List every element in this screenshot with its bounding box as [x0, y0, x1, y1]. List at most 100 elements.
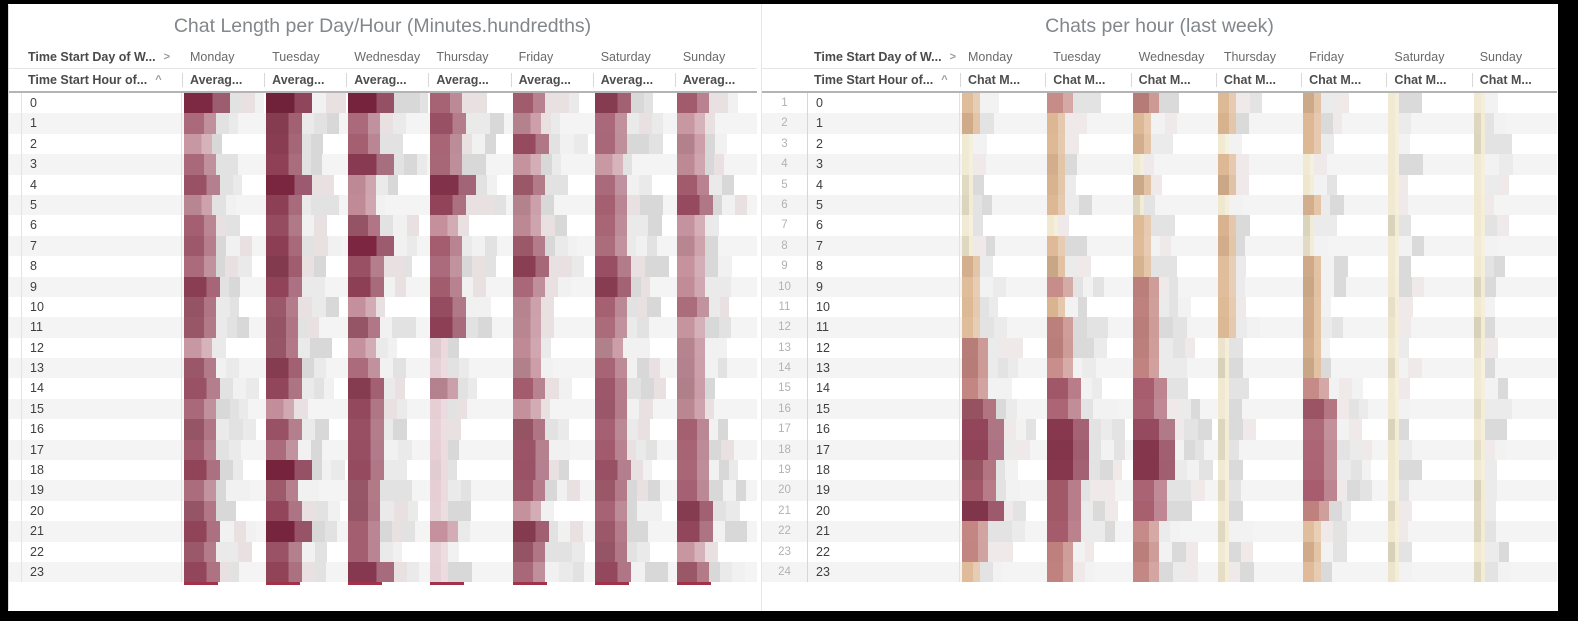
heat-cell[interactable] — [264, 174, 346, 195]
heat-cell[interactable] — [346, 480, 428, 501]
heat-cell[interactable] — [346, 337, 428, 359]
heat-cell[interactable] — [960, 174, 1045, 195]
column-header-friday[interactable]: Friday — [518, 50, 554, 64]
heat-cell[interactable] — [511, 439, 593, 461]
heat-cell[interactable] — [428, 541, 510, 562]
heat-cell[interactable] — [428, 113, 510, 134]
heat-cell[interactable] — [1301, 317, 1386, 338]
heat-cell[interactable] — [1131, 561, 1216, 583]
heat-cell[interactable] — [428, 276, 510, 297]
heat-cell[interactable] — [1386, 480, 1471, 501]
heat-cell[interactable] — [593, 215, 675, 236]
heat-cell[interactable] — [593, 337, 675, 359]
heat-cell[interactable] — [264, 317, 346, 338]
hour-label[interactable]: 16 — [22, 419, 182, 440]
heat-cell[interactable] — [1472, 480, 1557, 501]
heat-cell[interactable] — [182, 154, 264, 175]
heat-cell[interactable] — [1045, 113, 1130, 134]
heat-cell[interactable] — [264, 276, 346, 297]
column-header-tuesday[interactable]: Tuesday — [272, 50, 320, 64]
heat-cell[interactable] — [182, 296, 264, 318]
heat-cell[interactable] — [346, 500, 428, 522]
heat-cell[interactable] — [264, 541, 346, 562]
heat-cell[interactable] — [511, 541, 593, 562]
hour-label[interactable]: 16 — [808, 419, 960, 440]
hour-label[interactable]: 4 — [808, 174, 960, 195]
hour-label[interactable]: 12 — [22, 337, 182, 359]
heat-cell[interactable] — [960, 215, 1045, 236]
heat-cell[interactable] — [1386, 174, 1471, 195]
heat-cell[interactable] — [264, 337, 346, 359]
heat-cell[interactable] — [1216, 317, 1301, 338]
heat-cell[interactable] — [675, 439, 757, 461]
heat-cell[interactable] — [1131, 93, 1216, 114]
heat-cell[interactable] — [675, 541, 757, 562]
heat-cell[interactable] — [1472, 256, 1557, 277]
heat-cell[interactable] — [593, 378, 675, 399]
measure-header[interactable]: Chat M... — [960, 72, 1045, 88]
heat-cell[interactable] — [1301, 521, 1386, 542]
heat-cell[interactable] — [1472, 561, 1557, 583]
heat-cell[interactable] — [675, 358, 757, 379]
heat-cell[interactable] — [1472, 235, 1557, 257]
heat-cell[interactable] — [593, 561, 675, 583]
heat-cell[interactable] — [1045, 439, 1130, 461]
heat-cell[interactable] — [593, 296, 675, 318]
hour-label[interactable]: 0 — [808, 93, 960, 114]
hour-label[interactable]: 17 — [808, 439, 960, 461]
heat-cell[interactable] — [511, 235, 593, 257]
hour-label[interactable]: 18 — [808, 460, 960, 481]
heat-cell[interactable] — [675, 398, 757, 420]
heat-cell[interactable] — [346, 174, 428, 195]
heat-cell[interactable] — [511, 398, 593, 420]
heat-cell[interactable] — [1131, 256, 1216, 277]
heat-cell[interactable] — [428, 235, 510, 257]
heat-cell[interactable] — [593, 276, 675, 297]
heat-cell[interactable] — [1045, 256, 1130, 277]
heat-cell[interactable] — [593, 133, 675, 155]
sort-caret-icon[interactable]: ^ — [155, 74, 162, 86]
heat-cell[interactable] — [1045, 561, 1130, 583]
heat-cell[interactable] — [1131, 500, 1216, 522]
heat-cell[interactable] — [264, 296, 346, 318]
heat-cell[interactable] — [1301, 93, 1386, 114]
heat-cell[interactable] — [1045, 154, 1130, 175]
hour-label[interactable]: 21 — [808, 521, 960, 542]
heat-cell[interactable] — [675, 276, 757, 297]
heat-cell[interactable] — [1045, 480, 1130, 501]
heat-cell[interactable] — [960, 276, 1045, 297]
hour-label[interactable]: 13 — [808, 358, 960, 379]
heat-cell[interactable] — [593, 317, 675, 338]
measure-header[interactable]: Averag... — [674, 72, 757, 88]
heat-cell[interactable] — [1301, 460, 1386, 481]
heat-cell[interactable] — [1301, 174, 1386, 195]
heat-cell[interactable] — [428, 154, 510, 175]
heat-cell[interactable] — [264, 133, 346, 155]
hour-label[interactable]: 4 — [22, 174, 182, 195]
left-day-dimension-header[interactable]: Time Start Day of W... > — [22, 50, 182, 64]
heat-cell[interactable] — [428, 317, 510, 338]
heat-cell[interactable] — [675, 500, 757, 522]
heat-cell[interactable] — [264, 521, 346, 542]
heat-cell[interactable] — [1131, 276, 1216, 297]
heat-cell[interactable] — [1301, 480, 1386, 501]
heat-cell[interactable] — [1131, 378, 1216, 399]
heat-cell[interactable] — [511, 133, 593, 155]
column-header-saturday[interactable]: Saturday — [1394, 50, 1445, 64]
heat-cell[interactable] — [346, 256, 428, 277]
heat-cell[interactable] — [1386, 93, 1471, 114]
heat-cell[interactable] — [346, 561, 428, 583]
heat-cell[interactable] — [1386, 317, 1471, 338]
hour-label[interactable]: 2 — [22, 133, 182, 155]
heat-cell[interactable] — [1131, 235, 1216, 257]
heat-cell[interactable] — [1216, 521, 1301, 542]
measure-header[interactable]: Averag... — [510, 72, 593, 88]
heat-cell[interactable] — [346, 296, 428, 318]
heat-cell[interactable] — [593, 480, 675, 501]
hour-label[interactable]: 15 — [808, 398, 960, 420]
heat-cell[interactable] — [511, 256, 593, 277]
hour-label[interactable]: 11 — [22, 317, 182, 338]
heat-cell[interactable] — [1131, 521, 1216, 542]
heat-cell[interactable] — [264, 561, 346, 583]
measure-header[interactable]: Averag... — [592, 72, 675, 88]
